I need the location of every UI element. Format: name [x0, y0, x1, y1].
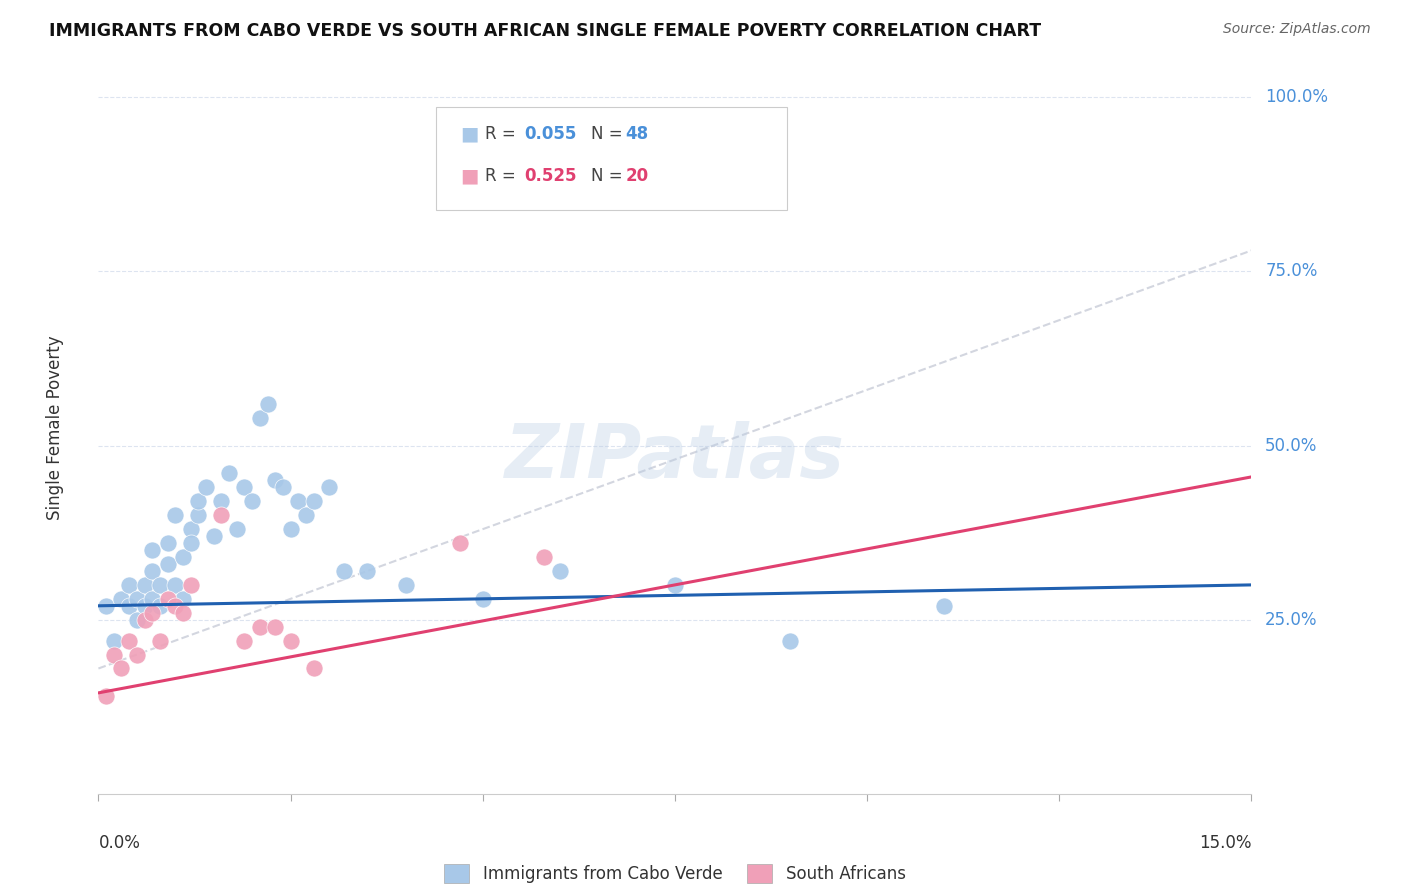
Point: [195, 480, 218, 494]
Point: [395, 578, 418, 592]
Point: [449, 536, 471, 550]
Point: [533, 549, 555, 564]
Point: [225, 522, 247, 536]
Point: [180, 522, 202, 536]
Point: [180, 578, 202, 592]
Point: [333, 564, 356, 578]
Text: IMMIGRANTS FROM CABO VERDE VS SOUTH AFRICAN SINGLE FEMALE POVERTY CORRELATION CH: IMMIGRANTS FROM CABO VERDE VS SOUTH AFRI…: [49, 22, 1042, 40]
Point: [156, 536, 179, 550]
Point: [94, 690, 117, 704]
Point: [256, 397, 278, 411]
Point: [172, 606, 194, 620]
Point: [156, 557, 179, 571]
Point: [141, 591, 163, 606]
Point: [110, 661, 132, 675]
Point: [209, 508, 232, 523]
Point: [94, 599, 117, 613]
Legend: Immigrants from Cabo Verde, South Africans: Immigrants from Cabo Verde, South Africa…: [437, 857, 912, 889]
Point: [287, 494, 309, 508]
Point: [664, 578, 686, 592]
Text: 25.0%: 25.0%: [1265, 611, 1317, 629]
Point: [103, 633, 125, 648]
Text: 0.525: 0.525: [524, 167, 576, 185]
Text: N =: N =: [591, 125, 627, 143]
Point: [149, 599, 172, 613]
Point: [249, 410, 271, 425]
Text: 0.055: 0.055: [524, 125, 576, 143]
Text: R =: R =: [485, 125, 522, 143]
Point: [149, 578, 172, 592]
Point: [165, 578, 187, 592]
Point: [187, 494, 209, 508]
Point: [318, 480, 340, 494]
Point: [779, 633, 801, 648]
Text: N =: N =: [591, 167, 627, 185]
Point: [218, 467, 240, 481]
Point: [141, 564, 163, 578]
Point: [264, 620, 287, 634]
Point: [264, 474, 287, 488]
Point: [118, 633, 141, 648]
Point: [180, 536, 202, 550]
Point: [172, 549, 194, 564]
Point: [302, 494, 325, 508]
Text: Source: ZipAtlas.com: Source: ZipAtlas.com: [1223, 22, 1371, 37]
Point: [134, 613, 156, 627]
Text: 20: 20: [626, 167, 648, 185]
Point: [118, 599, 141, 613]
Point: [103, 648, 125, 662]
Point: [471, 591, 494, 606]
Text: 50.0%: 50.0%: [1265, 436, 1317, 455]
Text: R =: R =: [485, 167, 522, 185]
Point: [141, 606, 163, 620]
Point: [165, 508, 187, 523]
Point: [118, 578, 141, 592]
Text: 15.0%: 15.0%: [1199, 834, 1251, 852]
Point: [249, 620, 271, 634]
Point: [280, 633, 302, 648]
Point: [233, 633, 256, 648]
Point: [149, 633, 172, 648]
Point: [125, 648, 148, 662]
Point: [187, 508, 209, 523]
Point: [271, 480, 294, 494]
Text: 48: 48: [626, 125, 648, 143]
Point: [134, 578, 156, 592]
Point: [156, 591, 179, 606]
Point: [932, 599, 955, 613]
Text: 0.0%: 0.0%: [98, 834, 141, 852]
Point: [110, 591, 132, 606]
Point: [302, 661, 325, 675]
Text: 100.0%: 100.0%: [1265, 88, 1329, 106]
Point: [280, 522, 302, 536]
Point: [548, 564, 571, 578]
Point: [356, 564, 378, 578]
Point: [240, 494, 263, 508]
Point: [141, 543, 163, 558]
Point: [165, 599, 187, 613]
Point: [134, 599, 156, 613]
Point: [209, 494, 232, 508]
Text: ■: ■: [460, 166, 478, 186]
Text: Single Female Poverty: Single Female Poverty: [45, 336, 63, 520]
Text: ZIPatlas: ZIPatlas: [505, 421, 845, 494]
Point: [125, 613, 148, 627]
Point: [125, 591, 148, 606]
Point: [202, 529, 225, 543]
Point: [172, 591, 194, 606]
Point: [233, 480, 256, 494]
Text: 75.0%: 75.0%: [1265, 262, 1317, 280]
Point: [295, 508, 318, 523]
Text: ■: ■: [460, 124, 478, 144]
